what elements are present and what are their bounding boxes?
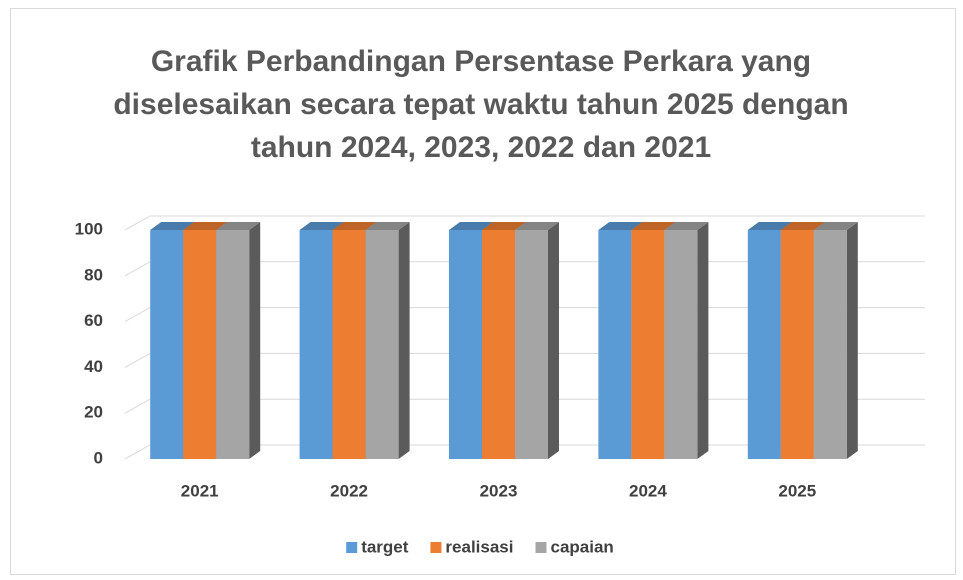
legend-label: realisasi: [445, 537, 513, 556]
legend-label: capaian: [550, 537, 613, 556]
bar-front: [747, 230, 781, 459]
chart-border: [10, 8, 956, 575]
bar-top: [780, 222, 825, 230]
bar: [515, 222, 559, 459]
grid-line-side: [124, 261, 151, 277]
bar-top: [598, 222, 643, 230]
legend-swatch: [430, 542, 442, 553]
bar-side: [398, 222, 410, 459]
grid-line-side: [124, 398, 151, 414]
x-tick-label: 2021: [181, 481, 219, 500]
y-tick-label: 20: [84, 403, 103, 422]
bar-side: [548, 222, 559, 459]
bar-front: [664, 230, 698, 459]
y-tick-label: 100: [75, 219, 103, 238]
grid-line-side: [124, 352, 151, 368]
bar-front: [299, 230, 333, 459]
bar-top: [747, 222, 792, 230]
bar-top: [299, 222, 344, 230]
bar-top: [631, 222, 676, 230]
bar-top: [515, 222, 559, 230]
bar-front: [449, 230, 482, 459]
y-tick-label: 80: [84, 265, 103, 284]
bar-front: [150, 230, 184, 459]
bar-front: [332, 230, 366, 459]
bar: [664, 222, 709, 459]
bar: [813, 222, 858, 459]
chart-title: Grafik Perbandingan Persentase Perkara y…: [113, 45, 849, 164]
grid-line-side: [124, 215, 151, 231]
x-tick-label: 2024: [629, 481, 667, 500]
bar: [365, 222, 410, 459]
bar-top: [664, 222, 709, 230]
bar-front: [216, 230, 250, 459]
bar-side: [697, 222, 709, 459]
grid-line-side: [124, 444, 151, 460]
bar-top: [482, 222, 526, 230]
bar-front: [515, 230, 548, 459]
x-tick-label: 2025: [778, 481, 816, 500]
bar-front: [365, 230, 399, 459]
bar-side: [249, 222, 261, 459]
bar-top: [183, 222, 228, 230]
x-tick-label: 2022: [330, 481, 368, 500]
bar-front: [780, 230, 814, 459]
bar-top: [449, 222, 493, 230]
bar-front: [482, 230, 515, 459]
bar-top: [813, 222, 858, 230]
legend-swatch: [346, 542, 358, 553]
bar-front: [598, 230, 632, 459]
y-tick-label: 0: [94, 448, 103, 467]
bar-top: [216, 222, 261, 230]
y-tick-label: 60: [84, 311, 103, 330]
bar-top: [365, 222, 410, 230]
bar-front: [631, 230, 665, 459]
bar-top: [150, 222, 195, 230]
bar: [216, 222, 261, 459]
bar-top: [332, 222, 377, 230]
bar-side: [846, 222, 858, 459]
bar-front: [813, 230, 847, 459]
bar-front: [183, 230, 217, 459]
legend-swatch: [535, 542, 547, 553]
x-tick-label: 2023: [480, 481, 518, 500]
y-tick-label: 40: [84, 357, 103, 376]
grid-line-side: [124, 307, 151, 323]
legend-label: target: [361, 537, 409, 556]
